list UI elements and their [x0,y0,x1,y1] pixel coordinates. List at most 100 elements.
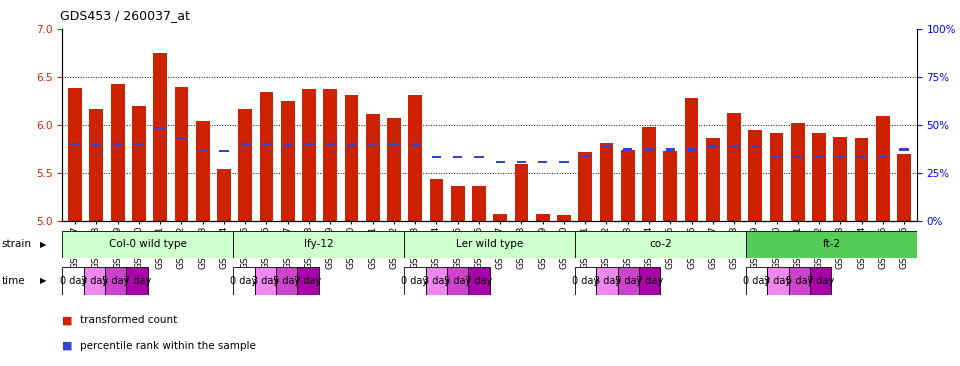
Bar [538,161,547,163]
Bar [196,120,209,221]
Bar [134,143,144,146]
Bar [177,137,186,139]
Bar [770,133,783,221]
Bar [156,127,165,130]
Bar [404,231,575,258]
Bar [453,156,463,158]
Bar [302,89,316,221]
Bar [516,161,526,163]
Text: 7 day: 7 day [807,276,834,286]
Bar [68,88,82,221]
Bar [219,150,228,153]
Text: 5 day: 5 day [273,276,300,286]
Bar [474,156,484,158]
Text: ▶: ▶ [40,240,47,249]
Bar [663,151,677,221]
Bar [814,156,824,158]
Bar [404,267,425,295]
Bar [390,143,398,146]
Text: ft-2: ft-2 [823,239,840,249]
Text: ■: ■ [62,341,73,351]
Bar [106,267,127,295]
Bar [727,113,741,221]
Bar [468,267,490,295]
Text: ▶: ▶ [40,276,47,285]
Text: 5 day: 5 day [785,276,813,286]
Bar [686,148,696,150]
Bar [276,267,298,295]
Text: 3 day: 3 day [593,276,621,286]
Bar [623,148,633,150]
Bar [154,53,167,221]
Text: 7 day: 7 day [295,276,322,286]
Bar [536,214,550,221]
Text: 7 day: 7 day [124,276,151,286]
Text: 5 day: 5 day [614,276,642,286]
Bar [324,89,337,221]
Bar [366,114,379,221]
Text: Col-0 wild type: Col-0 wild type [108,239,187,249]
Bar [175,87,188,221]
Bar [472,186,486,221]
Text: ■: ■ [62,315,73,325]
Bar [62,267,84,295]
Bar [878,156,887,158]
Bar [92,143,101,146]
Bar [89,109,104,221]
Text: 5 day: 5 day [444,276,471,286]
Bar [198,150,207,153]
Text: 3 day: 3 day [764,276,792,286]
Bar [857,156,866,158]
Bar [304,143,314,146]
Text: 0 day: 0 day [401,276,428,286]
Bar [110,84,125,221]
Bar [432,156,442,158]
Bar [387,118,401,221]
Bar [810,267,831,295]
Bar [241,143,250,146]
Bar [746,231,917,258]
Bar [706,138,720,221]
Bar [854,138,869,221]
Text: strain: strain [2,239,32,249]
Bar [600,143,613,221]
Bar [113,143,122,146]
Text: lfy-12: lfy-12 [304,239,333,249]
Bar [596,267,618,295]
Bar [493,214,507,221]
Bar [684,98,699,221]
Bar [84,267,106,295]
Text: time: time [2,276,26,286]
Bar [283,143,293,146]
Bar [280,101,295,221]
Bar [560,161,568,163]
Text: 0 day: 0 day [230,276,257,286]
Bar [429,179,444,221]
Bar [254,267,276,295]
Bar [127,267,148,295]
Bar [621,150,635,221]
Bar [408,94,422,221]
Bar [772,156,781,158]
Bar [793,156,803,158]
Text: 0 day: 0 day [60,276,86,286]
Bar [812,133,826,221]
Text: 0 day: 0 day [572,276,599,286]
Bar [835,156,845,158]
Bar [557,215,571,221]
Bar [132,106,146,221]
Text: transformed count: transformed count [80,315,177,325]
Bar [70,143,80,146]
Bar [665,148,675,150]
Bar [789,267,810,295]
Bar [233,231,404,258]
Bar [368,143,377,146]
Bar [900,148,909,150]
Bar [833,137,847,221]
Text: 5 day: 5 day [102,276,130,286]
Bar [62,231,233,258]
Bar [898,154,911,221]
Bar [581,155,589,157]
Bar [791,123,804,221]
Text: 3 day: 3 day [252,276,279,286]
